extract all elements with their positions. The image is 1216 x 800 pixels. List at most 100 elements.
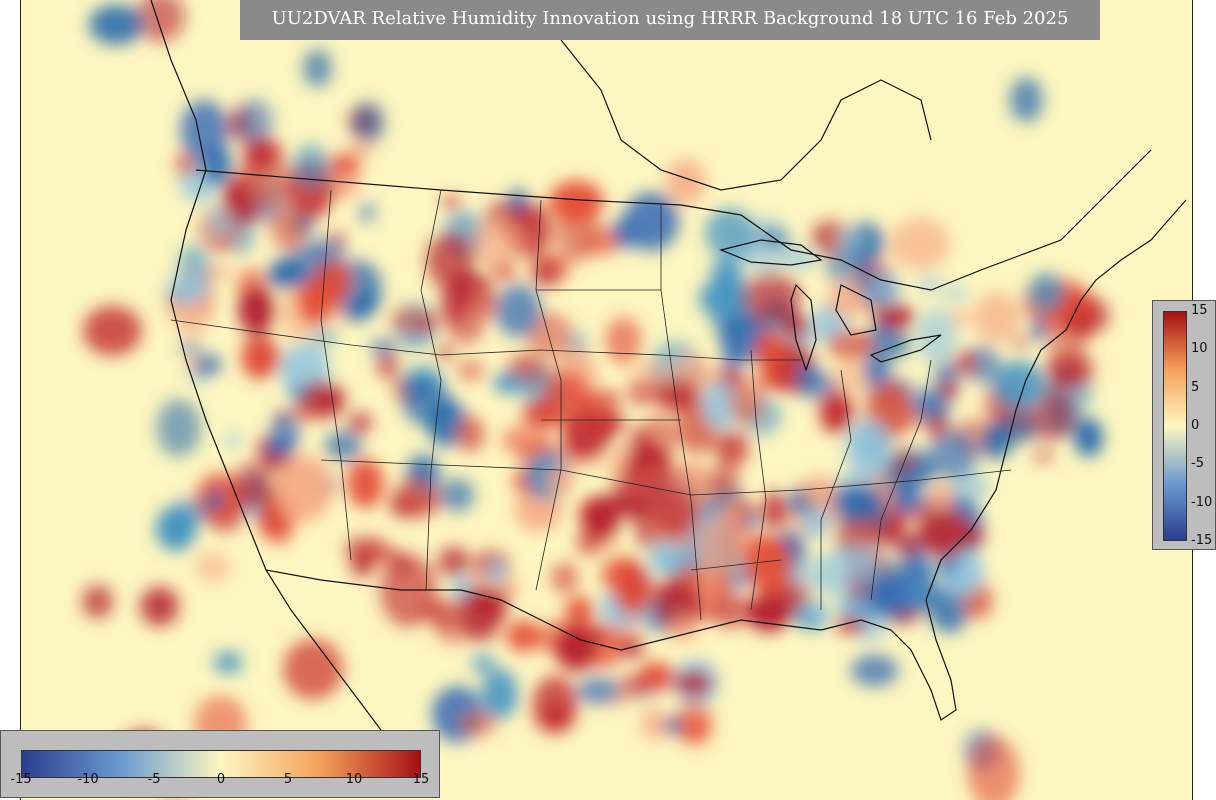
- state-line: [690, 559, 782, 571]
- anomaly-blob: [746, 536, 793, 595]
- anomaly-blob: [491, 263, 517, 280]
- colorbar-tick-label: -15: [1191, 533, 1213, 548]
- state-line: [750, 349, 767, 611]
- colorbar-horizontal-gradient: [21, 750, 421, 778]
- anomaly-blob: [796, 361, 819, 391]
- anomaly-blob: [1046, 325, 1089, 357]
- anomaly-blob: [237, 286, 275, 334]
- anomaly-blob: [592, 389, 621, 409]
- anomaly-blob: [344, 536, 386, 562]
- anomaly-blob: [180, 99, 229, 163]
- anomaly-blob: [711, 592, 750, 629]
- anomaly-blob: [1033, 449, 1053, 462]
- state-line: [320, 459, 1012, 496]
- colorbar-tick-label: 10: [345, 772, 363, 787]
- rh-innovation-map: [21, 0, 1192, 800]
- anomaly-blob: [348, 412, 373, 434]
- anomaly-field: [82, 0, 1110, 800]
- anomaly-blob: [507, 188, 529, 213]
- anomaly-blob: [265, 435, 296, 458]
- anomaly-blob: [761, 500, 789, 529]
- anomaly-blob: [495, 284, 542, 338]
- anomaly-blob: [245, 138, 283, 164]
- coastline-west: [150, 0, 382, 731]
- anomaly-blob: [721, 345, 745, 372]
- colorbar-tick-label: -15: [10, 772, 32, 787]
- anomaly-blob: [667, 614, 699, 643]
- anomaly-blob: [267, 259, 306, 289]
- anomaly-blob: [825, 247, 870, 286]
- anomaly-blob: [457, 586, 503, 642]
- anomaly-blob: [841, 545, 877, 588]
- anomaly-blob: [863, 354, 890, 386]
- anomaly-blob: [893, 483, 920, 515]
- anomaly-blob: [548, 180, 604, 223]
- anomaly-blob: [376, 351, 399, 379]
- anomaly-blob: [929, 485, 954, 512]
- colorbar-tick-label: 15: [1191, 303, 1208, 318]
- colorbar-vertical: 15 10 5 0 -5 -10 -15: [1152, 300, 1216, 550]
- anomaly-blob: [699, 278, 752, 319]
- map-title: UU2DVAR Relative Humidity Innovation usi…: [240, 0, 1100, 40]
- anomaly-blob: [803, 474, 839, 511]
- anomaly-blob: [861, 328, 911, 360]
- anomaly-blob: [893, 450, 914, 475]
- anomaly-blob: [782, 313, 809, 339]
- anomaly-blob: [746, 592, 792, 633]
- anomaly-blob: [827, 329, 874, 361]
- anomaly-blob: [576, 677, 621, 705]
- anomaly-blob: [140, 586, 179, 626]
- anomaly-blob: [493, 372, 525, 394]
- anomaly-blob: [1011, 336, 1029, 349]
- anomaly-blob: [435, 345, 454, 361]
- anomaly-blob: [1046, 349, 1092, 390]
- state-line: [870, 359, 932, 601]
- anomaly-blob: [967, 736, 1020, 800]
- anomaly-blob: [845, 418, 891, 480]
- anomaly-blob: [605, 316, 642, 365]
- state-line: [660, 205, 702, 621]
- anomaly-blob: [198, 355, 222, 374]
- anomaly-blob: [832, 484, 884, 520]
- anomaly-blob: [283, 638, 344, 700]
- anomaly-blob: [166, 273, 208, 305]
- anomaly-blob: [210, 264, 231, 277]
- state-lines: [170, 189, 1012, 621]
- anomaly-blob: [801, 504, 830, 538]
- anomaly-blob: [82, 585, 114, 619]
- anomaly-blob: [655, 380, 698, 412]
- anomaly-blob: [471, 652, 496, 674]
- anomaly-blob: [696, 513, 744, 578]
- anomaly-blob: [582, 622, 610, 643]
- colorbar-tick-label: 15: [412, 772, 430, 787]
- state-line: [820, 369, 852, 610]
- anomaly-blob: [950, 471, 989, 503]
- anomaly-blob: [442, 196, 462, 209]
- hudson-bay-coast: [560, 39, 932, 191]
- anomaly-blob: [458, 710, 496, 736]
- anomaly-blob: [582, 495, 621, 542]
- anomaly-blob: [877, 400, 919, 433]
- anomaly-blob: [397, 477, 430, 516]
- anomaly-blob: [650, 486, 699, 540]
- anomaly-blob: [302, 49, 333, 88]
- anomaly-blob: [486, 560, 506, 585]
- anomaly-blob: [457, 416, 485, 453]
- anomaly-blob: [928, 583, 970, 633]
- anomaly-blob: [472, 215, 522, 270]
- colorbar-vertical-gradient: [1163, 311, 1187, 541]
- anomaly-blob: [897, 532, 920, 559]
- lake-huron: [835, 284, 877, 336]
- colorbar-tick-label: 5: [283, 772, 293, 787]
- coastline-gulf: [620, 599, 957, 721]
- anomaly-blob: [1031, 319, 1048, 341]
- anomaly-blob: [877, 304, 915, 330]
- anomaly-blob: [806, 605, 827, 621]
- anomaly-blob: [705, 208, 756, 258]
- anomaly-blob: [347, 459, 384, 509]
- anomaly-blob: [685, 720, 708, 738]
- anomaly-blob: [1009, 77, 1043, 123]
- lake-erie: [869, 334, 942, 363]
- state-line: [320, 189, 352, 561]
- map-panel: [20, 0, 1193, 800]
